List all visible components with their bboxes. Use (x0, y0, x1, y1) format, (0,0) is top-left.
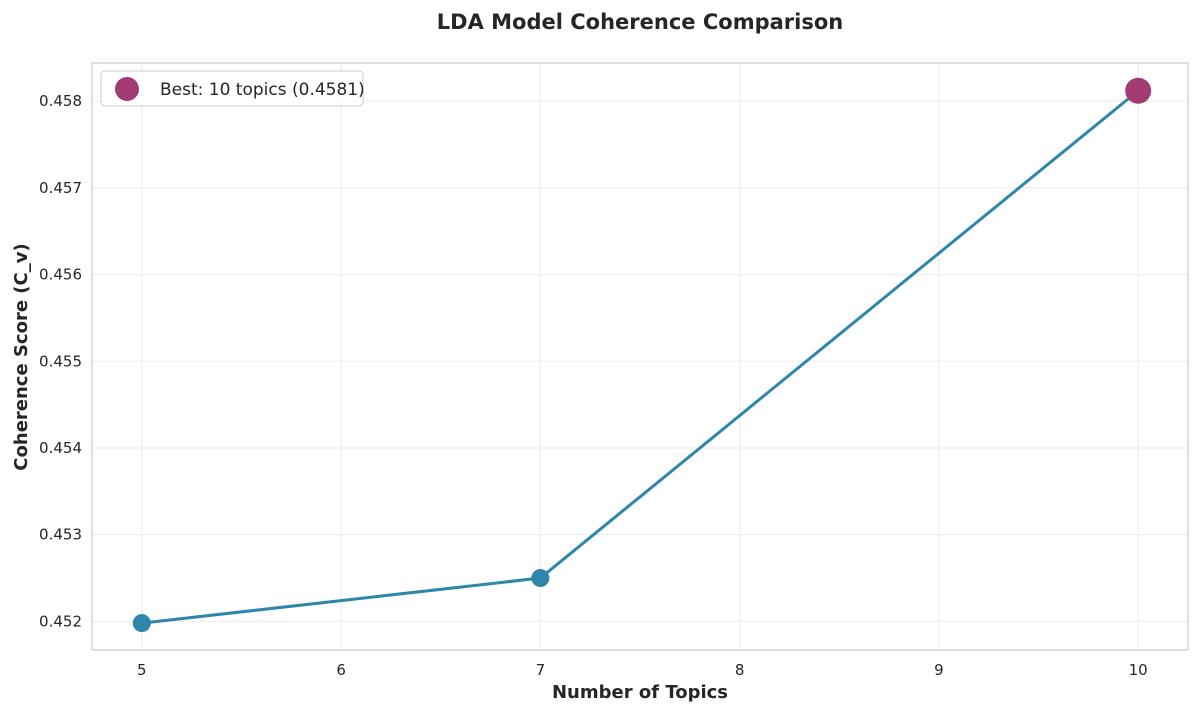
y-tick-label: 0.453 (39, 526, 82, 544)
x-tick-label: 7 (536, 661, 546, 679)
x-axis-label: Number of Topics (552, 682, 728, 703)
y-tick-label: 0.454 (39, 439, 82, 457)
x-tick-label: 8 (735, 661, 745, 679)
data-point (531, 569, 550, 588)
plot-area-frame (91, 62, 1189, 651)
y-axis-label: Coherence Score (C_v) (11, 243, 32, 470)
x-axis-ticks: 5 6 7 8 9 10 (137, 661, 1148, 679)
best-point-marker (1125, 77, 1152, 104)
y-tick-label: 0.456 (39, 266, 82, 284)
y-axis-ticks: 0.452 0.453 0.454 0.455 0.456 0.457 0.458 (39, 92, 82, 630)
x-tick-label: 6 (336, 661, 346, 679)
gridlines (92, 63, 1188, 650)
legend-label-best: Best: 10 topics (0.4581) (160, 80, 365, 100)
y-tick-label: 0.458 (39, 92, 82, 110)
y-tick-label: 0.452 (39, 612, 82, 630)
x-tick-label: 10 (1129, 661, 1148, 679)
y-tick-label: 0.457 (39, 179, 82, 197)
x-tick-label: 9 (934, 661, 944, 679)
data-point (132, 614, 151, 633)
series-layer (132, 77, 1152, 633)
y-tick-label: 0.455 (39, 352, 82, 370)
legend: Best: 10 topics (0.4581) (100, 70, 365, 107)
legend-marker-best (115, 77, 139, 101)
legend-box (100, 70, 364, 107)
x-tick-label: 5 (137, 661, 147, 679)
chart-title: LDA Model Coherence Comparison (437, 10, 843, 34)
